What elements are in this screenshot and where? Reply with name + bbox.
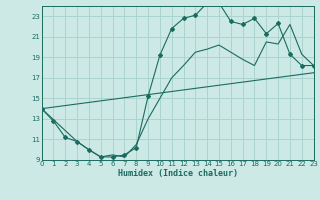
X-axis label: Humidex (Indice chaleur): Humidex (Indice chaleur) [118,169,237,178]
